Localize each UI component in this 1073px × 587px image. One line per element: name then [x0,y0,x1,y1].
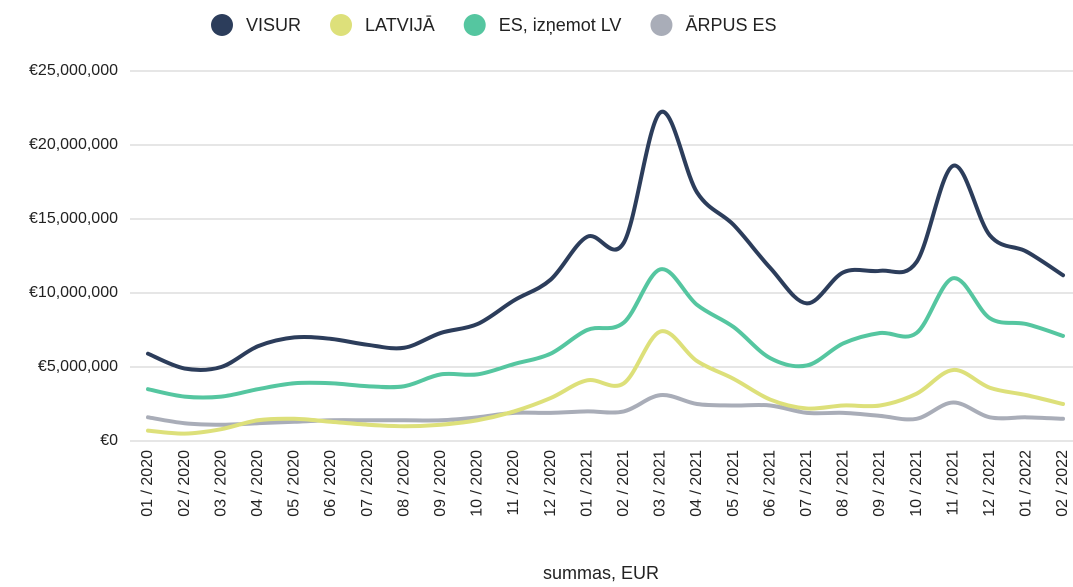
y-tick-label: €10,000,000 [29,284,118,301]
legend-marker [650,14,673,36]
x-tick-label: 12 / 2021 [981,450,998,517]
x-tick-label: 09 / 2021 [871,450,888,517]
legend-label: VISUR [246,15,301,35]
x-tick-label: 05 / 2020 [286,450,303,517]
y-tick-label: €20,000,000 [29,136,118,153]
legend-label: LATVIJĀ [365,15,435,35]
legend-marker [330,14,353,36]
legend: VISUR LATVIJĀ ES, izņemot LV ĀRPUS ES [211,14,776,36]
x-tick-label: 05 / 2021 [725,450,742,517]
legend-marker [463,14,486,36]
y-tick-label: €15,000,000 [29,210,118,227]
x-tick-label: 09 / 2020 [432,450,449,517]
x-tick-label: 10 / 2021 [908,450,925,517]
x-tick-label: 11 / 2020 [505,450,522,516]
x-tick-label: 06 / 2020 [322,450,339,517]
x-tick-label: 02 / 2020 [176,450,193,517]
y-tick-label: €5,000,000 [38,358,118,375]
x-tick-label: 03 / 2021 [652,450,669,517]
x-tick-label: 08 / 2020 [395,450,412,517]
y-tick-label: €0 [100,432,118,449]
x-tick-label: 10 / 2020 [469,450,486,517]
x-tick-label: 01 / 2021 [578,450,595,517]
x-tick-label: 11 / 2021 [944,450,961,516]
series-line [146,109,1065,372]
x-tick-label: 06 / 2021 [761,450,778,517]
x-tick-label: 02 / 2021 [615,450,632,517]
x-tick-label: 07 / 2021 [798,450,815,517]
x-tick-label: 04 / 2020 [249,450,266,517]
x-tick-label: 07 / 2020 [359,450,376,517]
series-line [146,267,1065,400]
x-tick-label: 04 / 2021 [688,450,705,517]
legend-marker [211,14,233,36]
legend-label: ĀRPUS ES [685,15,776,35]
x-tick-label: 01 / 2022 [1018,450,1035,517]
legend-label: ES, izņemot LV [499,15,622,35]
series-line [146,393,1065,427]
y-tick-label: €25,000,000 [29,62,118,79]
x-tick-label: 12 / 2020 [542,450,559,517]
x-tick-label: 01 / 2020 [139,450,156,517]
x-axis-title: summas, EUR [543,563,659,583]
x-tick-label: 03 / 2020 [212,450,229,517]
series-line [146,329,1065,436]
x-tick-label: 08 / 2021 [835,450,852,517]
x-tick-label: 02 / 2022 [1054,450,1071,517]
